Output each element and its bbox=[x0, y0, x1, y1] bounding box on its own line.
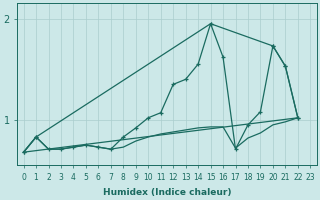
X-axis label: Humidex (Indice chaleur): Humidex (Indice chaleur) bbox=[103, 188, 231, 197]
